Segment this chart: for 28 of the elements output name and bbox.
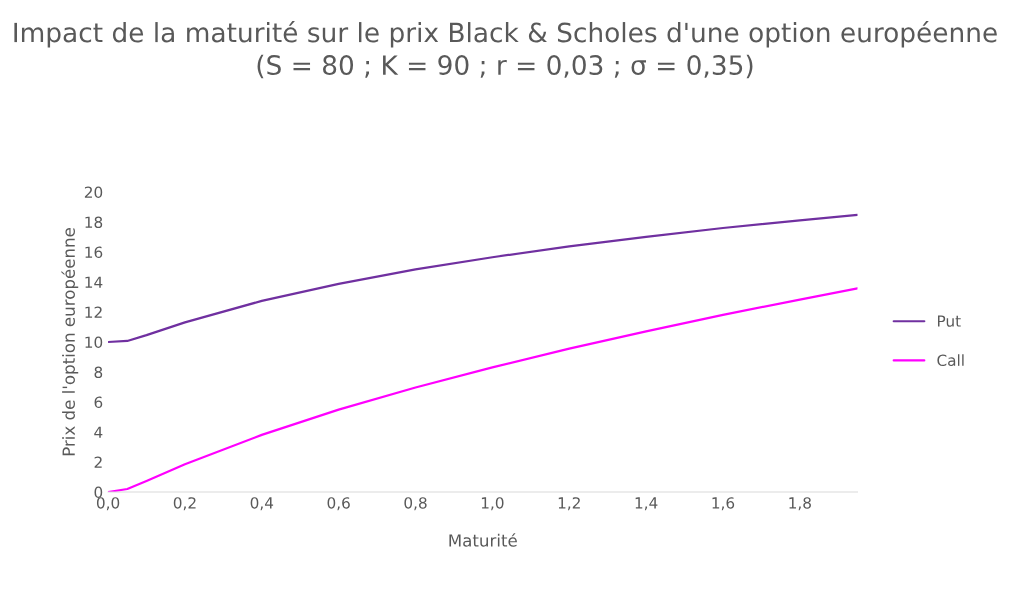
x-tick-label: 0,8 [404, 497, 427, 511]
x-tick-label: 0,6 [327, 497, 350, 511]
chart-title: Impact de la maturité sur le prix Black & Scholes d'une option européenne (S = 80 ; K = 90 ; r = 0,03 ; σ = 0,35) [14, 21, 997, 79]
x-tick-label: 1,6 [712, 497, 735, 511]
x-tick-label: 0,4 [250, 497, 274, 511]
y-tick-label: 6 [94, 396, 103, 409]
x-tick-label: 1,4 [635, 497, 658, 511]
y-tick-label: 18 [85, 216, 103, 229]
x-tick-label: 1,8 [789, 497, 811, 511]
line-series [108, 287, 858, 492]
y-tick-label: 8 [94, 366, 103, 379]
x-tick-label: 1,2 [558, 497, 580, 511]
y-tick-label: 14 [85, 276, 103, 288]
y-axis-title: Prix de l'option européenne [61, 228, 79, 456]
y-tick-label: 16 [85, 246, 103, 259]
y-tick-label: 4 [94, 426, 103, 438]
y-tick-label: 2 [94, 456, 102, 468]
x-axis-title: Maturité [449, 533, 517, 547]
y-tick-label: 20 [84, 186, 103, 199]
x-tick-label: 0,2 [173, 497, 196, 511]
legend-label: Call [937, 354, 964, 367]
y-tick-label: 12 [85, 306, 102, 318]
x-tick-label: 0,0 [96, 497, 120, 511]
y-tick-label: 10 [85, 336, 103, 349]
y-tick-label: 0 [94, 486, 103, 499]
x-tick-label: 1,0 [481, 497, 504, 511]
line-series [108, 213, 858, 344]
legend-label: Put [938, 315, 961, 327]
